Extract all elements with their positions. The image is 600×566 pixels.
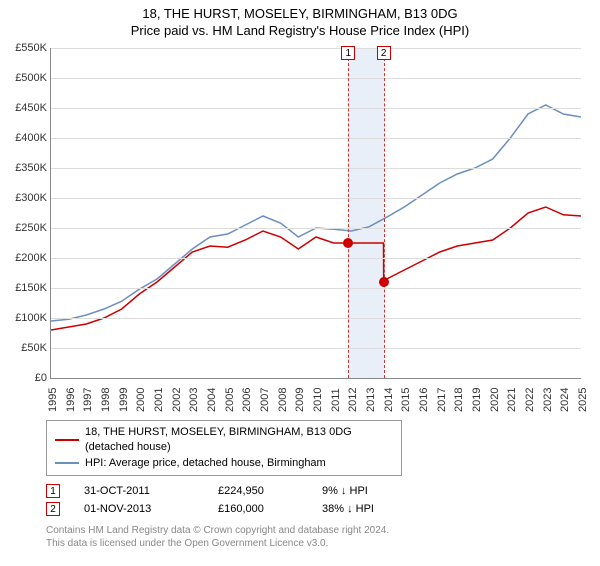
x-axis-label: 2012 [347,387,359,411]
sales-row: 2 01-NOV-2013 £160,000 38% ↓ HPI [46,502,600,516]
x-axis-label: 2022 [524,387,536,411]
sale-vertical-line [384,48,385,378]
y-axis-label: £150K [15,282,47,294]
x-axis-label: 2002 [171,387,183,411]
x-axis-label: 1998 [100,387,112,411]
sale-marker-2: 2 [46,502,60,516]
footnote-line-1: Contains HM Land Registry data © Crown c… [46,524,600,537]
x-axis-label: 2003 [188,387,200,411]
sale-tag: 2 [377,46,391,60]
plot-region: £0£50K£100K£150K£200K£250K£300K£350K£400… [50,48,581,379]
sale-pct: 38% ↓ HPI [322,503,422,515]
y-axis-label: £300K [15,192,47,204]
x-axis-label: 1997 [82,387,94,411]
x-axis-label: 2019 [471,387,483,411]
x-axis-label: 2007 [259,387,271,411]
legend: 18, THE HURST, MOSELEY, BIRMINGHAM, B13 … [46,420,402,476]
chart-title: 18, THE HURST, MOSELEY, BIRMINGHAM, B13 … [0,6,600,40]
x-axis-label: 2023 [542,387,554,411]
x-axis-label: 2011 [330,388,342,412]
x-axis-label: 2014 [383,387,395,411]
x-axis-label: 1995 [47,387,59,411]
x-axis-label: 2009 [294,387,306,411]
x-axis-label: 2000 [135,387,147,411]
sale-tag: 1 [341,46,355,60]
sales-table: 1 31-OCT-2011 £224,950 9% ↓ HPI 2 01-NOV… [46,484,600,516]
x-axis-label: 2013 [365,387,377,411]
x-axis-label: 2018 [453,387,465,411]
title-line-1: 18, THE HURST, MOSELEY, BIRMINGHAM, B13 … [0,6,600,23]
x-axis-label: 2016 [418,387,430,411]
x-axis-label: 1996 [65,387,77,411]
x-axis-label: 2025 [577,387,589,411]
sales-row: 1 31-OCT-2011 £224,950 9% ↓ HPI [46,484,600,498]
x-axis-label: 2010 [312,387,324,411]
x-axis-label: 2004 [206,387,218,411]
y-axis-label: £200K [15,252,47,264]
x-axis-label: 2017 [436,387,448,411]
x-axis-label: 2020 [489,387,501,411]
sale-price: £160,000 [218,503,298,515]
y-axis-label: £450K [15,102,47,114]
legend-row-property: 18, THE HURST, MOSELEY, BIRMINGHAM, B13 … [55,425,393,456]
legend-label-property: 18, THE HURST, MOSELEY, BIRMINGHAM, B13 … [85,425,393,456]
y-axis-label: £250K [15,222,47,234]
y-axis-label: £100K [15,312,47,324]
sale-date: 31-OCT-2011 [84,485,194,497]
y-axis-label: £350K [15,162,47,174]
legend-swatch-property [55,439,79,441]
sale-dot [343,238,353,248]
sale-marker-1: 1 [46,484,60,498]
x-axis-label: 2005 [224,387,236,411]
y-axis-label: £50K [21,342,47,354]
x-axis-label: 2008 [277,387,289,411]
footnote: Contains HM Land Registry data © Crown c… [46,524,600,550]
sale-date: 01-NOV-2013 [84,503,194,515]
x-axis-label: 1999 [118,387,130,411]
y-axis-label: £0 [35,372,47,384]
sale-pct: 9% ↓ HPI [322,485,422,497]
y-axis-label: £550K [15,42,47,54]
line-series [51,48,581,378]
x-axis-label: 2015 [400,387,412,411]
x-axis-label: 2001 [153,387,165,411]
chart-area: £0 £50K £100K £150K £200K £250K £300K £350K £400… [4,44,594,414]
sale-price: £224,950 [218,485,298,497]
y-axis-label: £400K [15,132,47,144]
legend-label-hpi: HPI: Average price, detached house, Birm… [85,456,326,471]
y-axis-label: £500K [15,72,47,84]
x-axis-label: 2021 [506,387,518,411]
sale-dot [379,277,389,287]
title-line-2: Price paid vs. HM Land Registry's House … [0,23,600,40]
sale-vertical-line [348,48,349,378]
legend-swatch-hpi [55,462,79,464]
x-axis-label: 2024 [559,387,571,411]
footnote-line-2: This data is licensed under the Open Gov… [46,537,600,550]
legend-row-hpi: HPI: Average price, detached house, Birm… [55,456,393,471]
x-axis-label: 2006 [241,387,253,411]
